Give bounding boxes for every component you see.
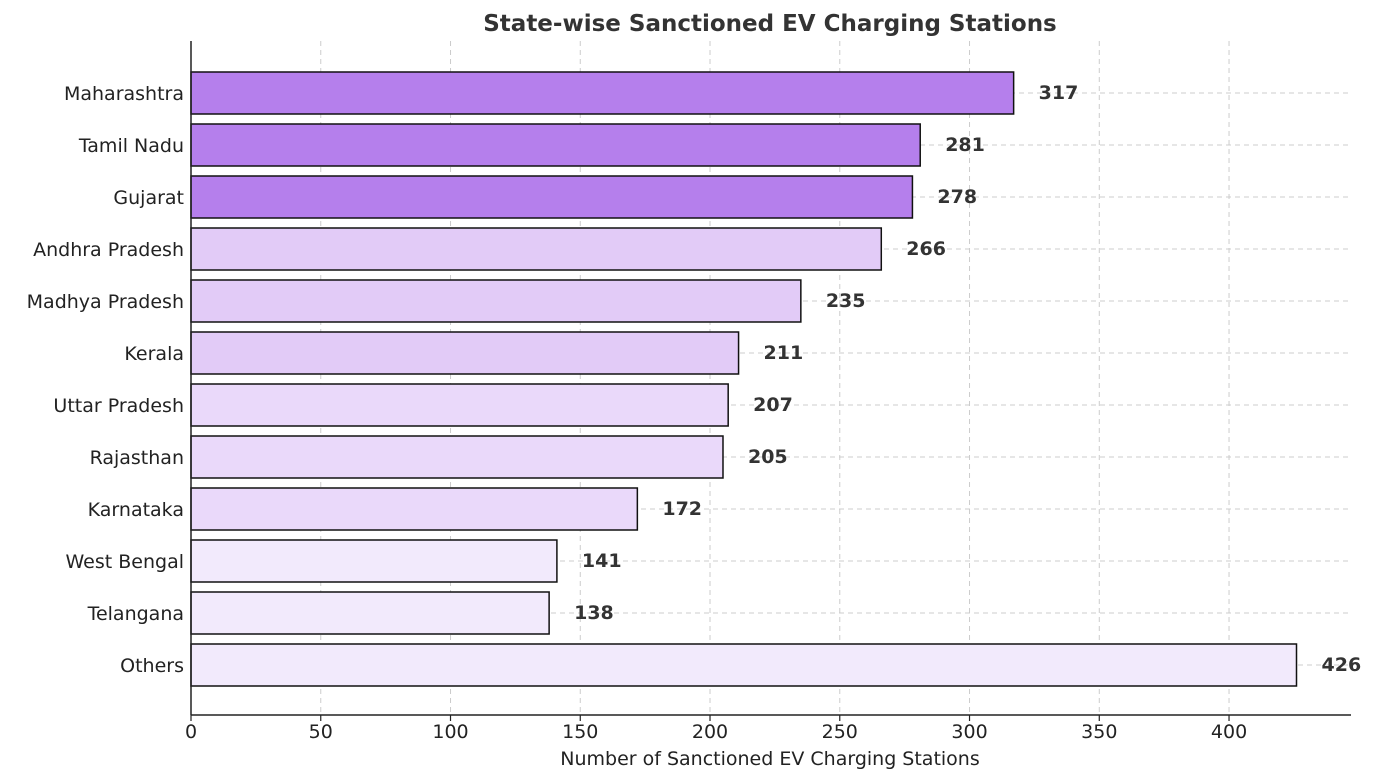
- x-tick-label: 300: [951, 721, 987, 743]
- value-label: 172: [662, 498, 702, 520]
- bar-gujarat: [190, 175, 914, 219]
- category-label: Andhra Pradesh: [33, 239, 184, 261]
- category-label: Kerala: [124, 343, 184, 365]
- bars: [190, 71, 1298, 687]
- value-label: 235: [826, 290, 866, 312]
- category-label: Karnataka: [88, 499, 184, 521]
- x-tick-label: 0: [185, 721, 197, 743]
- value-label: 141: [582, 550, 622, 572]
- bar-kerala: [190, 331, 740, 375]
- bar-others: [190, 643, 1298, 687]
- value-label: 426: [1322, 654, 1362, 676]
- value-label: 207: [753, 394, 793, 416]
- value-label: 138: [574, 602, 614, 624]
- chart-title: State-wise Sanctioned EV Charging Statio…: [483, 11, 1057, 37]
- bar-uttar-pradesh: [190, 383, 729, 427]
- bar-telangana: [190, 591, 550, 635]
- bar-andhra-pradesh: [190, 227, 883, 271]
- x-tick-label: 350: [1081, 721, 1117, 743]
- value-label: 211: [764, 342, 804, 364]
- value-label: 281: [945, 134, 985, 156]
- value-label: 266: [906, 238, 946, 260]
- value-label: 205: [748, 446, 788, 468]
- bar-rajasthan: [190, 435, 724, 479]
- bar-west-bengal: [190, 539, 558, 583]
- category-label: Madhya Pradesh: [27, 291, 184, 313]
- category-label: Tamil Nadu: [78, 135, 184, 157]
- x-tick-label: 150: [562, 721, 598, 743]
- category-label: Gujarat: [113, 187, 184, 209]
- value-label: 317: [1039, 82, 1079, 104]
- category-label: Maharashtra: [64, 83, 184, 105]
- category-label: Uttar Pradesh: [53, 395, 184, 417]
- value-label: 278: [937, 186, 977, 208]
- category-label: Others: [120, 655, 184, 677]
- labels: Maharashtra 317 Tamil Nadu 281 Gujarat 278 And…: [27, 82, 1362, 677]
- x-tick-label: 200: [692, 721, 728, 743]
- x-tick-label: 250: [822, 721, 858, 743]
- bar-madhya-pradesh: [190, 279, 802, 323]
- x-tick-label: 400: [1211, 721, 1247, 743]
- x-tick-label: 50: [309, 721, 333, 743]
- category-label: Rajasthan: [90, 447, 184, 469]
- category-label: Telangana: [87, 603, 184, 625]
- x-ticks: 0 50 100 150 200 250 300 350 400: [185, 715, 1247, 743]
- x-tick-label: 100: [432, 721, 468, 743]
- x-axis-title: Number of Sanctioned EV Charging Station…: [560, 748, 980, 770]
- category-label: West Bengal: [66, 551, 185, 573]
- bar-tamil-nadu: [190, 123, 921, 167]
- bar-maharashtra: [190, 71, 1015, 115]
- bar-karnataka: [190, 487, 639, 531]
